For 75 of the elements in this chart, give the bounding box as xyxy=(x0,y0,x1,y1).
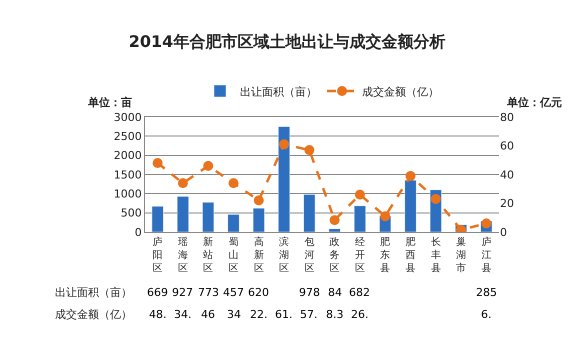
point xyxy=(330,215,340,226)
text: 单位：亿元 xyxy=(506,96,562,109)
text: 单位：亩 xyxy=(87,96,132,109)
point xyxy=(430,194,441,204)
y-tick-label: 500 xyxy=(120,206,142,220)
data-label: 6. xyxy=(481,308,492,321)
data-label: 620 xyxy=(248,286,269,299)
chart-title: 2014年合肥市区域土地出让与成交金额分析 xyxy=(128,32,446,52)
y-tick-label: 1500 xyxy=(114,168,142,182)
bar xyxy=(404,180,416,232)
y2-tick-label: 60 xyxy=(500,140,514,153)
bar xyxy=(202,202,214,232)
y2-tick-label: 0 xyxy=(500,226,507,239)
x-tick-label: 庐阳区 xyxy=(152,236,163,274)
point xyxy=(304,145,314,156)
data-label: 22. xyxy=(250,308,268,321)
x-tick-label: 庐江县 xyxy=(481,236,492,274)
data-label: 682 xyxy=(349,286,370,299)
x-tick-label: 新站区 xyxy=(203,236,214,274)
y-tick-label: 2500 xyxy=(114,130,142,144)
legend-label: 出让面积（亩） xyxy=(240,85,317,98)
x-tick-label: 肥东县 xyxy=(380,237,390,274)
y-tick-label: 2000 xyxy=(114,149,142,162)
point xyxy=(406,170,416,181)
x-tick-label: 滨湖区 xyxy=(279,236,290,274)
bar xyxy=(228,214,240,232)
point xyxy=(481,218,492,228)
point xyxy=(228,178,238,188)
y-tick-label: 3000 xyxy=(114,110,142,124)
y2-tick-label: 40 xyxy=(500,168,514,182)
data-label: 669 xyxy=(147,286,168,299)
data-label: 978 xyxy=(299,286,320,299)
x-tick-label: 高新区 xyxy=(254,236,264,274)
data-label: 773 xyxy=(198,286,219,299)
bar xyxy=(152,206,164,232)
data-label: 46 xyxy=(201,308,215,321)
data-label: 48. xyxy=(149,308,166,321)
data-label: 927 xyxy=(172,286,193,299)
x-tick-label: 巢湖市 xyxy=(456,236,466,274)
x-tick-label: 包河区 xyxy=(304,236,314,274)
x-tick-label: 长丰县 xyxy=(430,236,441,274)
point xyxy=(380,211,390,222)
bar xyxy=(354,206,366,232)
point xyxy=(152,158,163,168)
x-tick-label: 政务区 xyxy=(330,237,340,274)
bar xyxy=(252,208,265,232)
data-label: 34 xyxy=(227,308,241,321)
point xyxy=(203,160,214,171)
x-tick-label: 瑶海区 xyxy=(178,236,188,274)
bar xyxy=(278,126,290,232)
bar xyxy=(328,228,341,232)
y-tick-label: 1000 xyxy=(114,188,142,201)
bar xyxy=(176,196,189,232)
x-tick-label: 肥西县 xyxy=(406,237,416,274)
data-label: 61. xyxy=(275,308,292,321)
point xyxy=(279,139,290,150)
data-label: 457 xyxy=(223,286,244,299)
y-tick-label: 0 xyxy=(134,226,142,239)
text: 出让面积（亩） xyxy=(55,286,132,299)
legend-label: 成交金额（亿） xyxy=(362,85,439,98)
bar xyxy=(303,194,316,232)
data-label: 285 xyxy=(476,286,497,299)
data-label: 34. xyxy=(174,308,192,321)
data-label: 84 xyxy=(328,286,342,299)
data-label: 57. xyxy=(300,308,318,321)
data-label: 26. xyxy=(351,308,368,321)
y2-tick-label: 80 xyxy=(500,110,514,124)
x-tick-label: 蜀山区 xyxy=(228,237,238,274)
text: 成交金额（亿） xyxy=(55,308,132,321)
point xyxy=(254,195,264,206)
data-label: 8.3 xyxy=(326,308,344,321)
y2-tick-label: 20 xyxy=(500,197,514,210)
point xyxy=(354,190,365,200)
x-tick-label: 经开区 xyxy=(354,236,365,274)
point xyxy=(178,178,188,188)
